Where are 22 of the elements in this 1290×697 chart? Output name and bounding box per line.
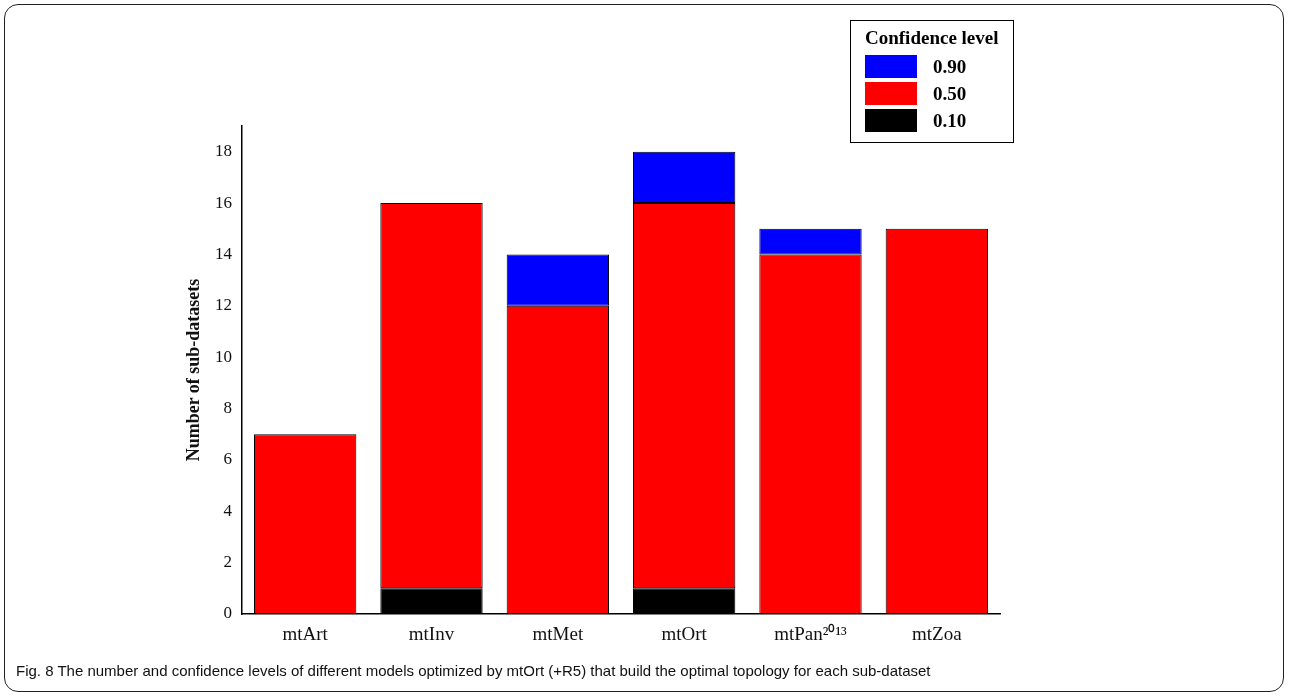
y-tick-label: 10 <box>215 346 232 366</box>
y-tick-label: 2 <box>223 552 232 572</box>
x-tick-label: mtArt <box>282 623 329 645</box>
y-tick-label: 18 <box>215 141 232 161</box>
y-tick-label: 12 <box>215 295 232 315</box>
y-tick-label: 14 <box>215 243 233 263</box>
x-tick-label: mtOrt <box>661 623 708 645</box>
y-tick-label: 0 <box>223 603 232 623</box>
x-tick-label: mtMet <box>532 623 584 645</box>
y-tick-label: 8 <box>223 398 232 417</box>
legend-title: Confidence level <box>865 27 999 49</box>
y-tick-label: 4 <box>223 500 233 520</box>
legend-label: 0.10 <box>933 109 967 132</box>
legend-label: 0.50 <box>933 82 967 105</box>
y-tick-label: 6 <box>223 449 232 469</box>
caption: Fig. 8 The number and confidence levels of different models optimized by mtOrt (+R5) that build the optimal topology for each sub-dataset <box>16 662 931 679</box>
x-tick-label: mtPan²⁰¹³ <box>774 623 848 645</box>
x-tick-label: mtZoa <box>912 623 963 645</box>
y-tick-label: 16 <box>215 192 232 212</box>
x-tick-label: mtInv <box>408 623 455 645</box>
y-axis-title: Number of sub-datasets <box>183 278 204 462</box>
legend-label: 0.90 <box>933 55 967 78</box>
